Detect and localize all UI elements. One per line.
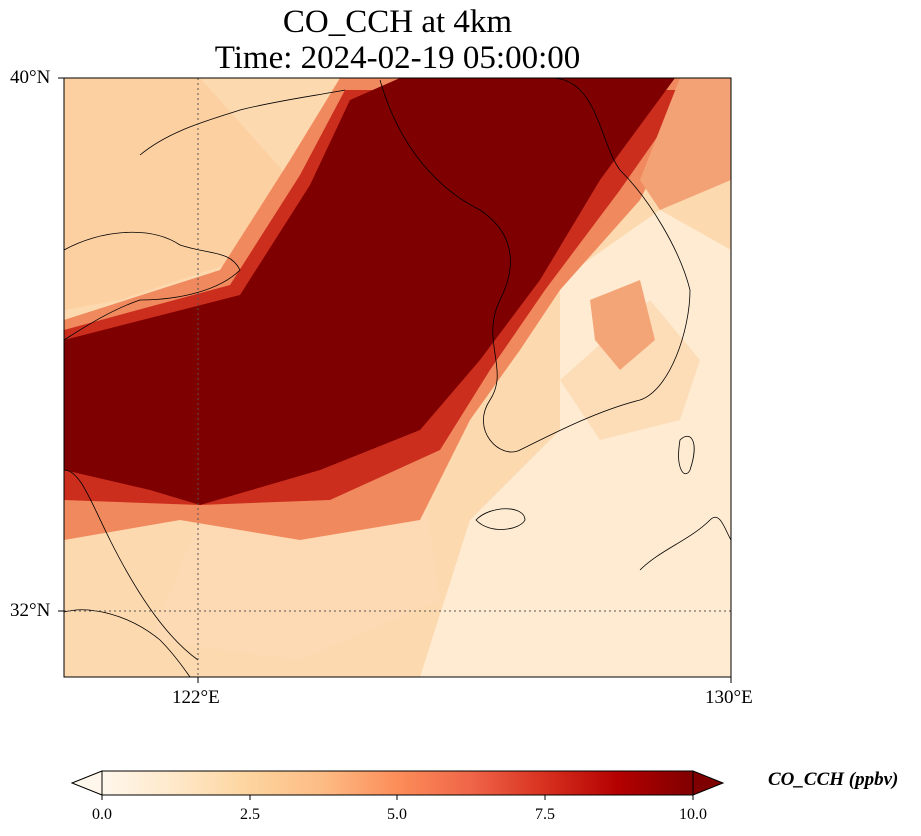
coastline-korea [379, 78, 691, 453]
map-title-line1: CO_CCH at 4km [282, 4, 513, 40]
coastline-shandong [64, 231, 241, 341]
field-region-northeast [640, 78, 731, 210]
lat-label-40n: 40°N [10, 67, 51, 88]
field-region-korea-south [560, 300, 700, 440]
colorbar-ticklabel-0: 0.0 [92, 806, 112, 823]
colorbar-extend-low [70, 770, 103, 796]
colorbar-ticklabel-7-5: 7.5 [535, 806, 555, 823]
field-hotspot-korea [590, 280, 655, 370]
coastline-kyushu [639, 517, 731, 571]
coastlines [64, 78, 731, 677]
colorbar-extend-high [692, 770, 725, 796]
coastline-jiangsu [64, 469, 199, 661]
colorbar-ticklabel-10: 10.0 [679, 806, 707, 823]
colorbar-ticklabel-2-5: 2.5 [240, 806, 260, 823]
colorbar-ticklabel-5: 5.0 [387, 806, 407, 823]
lon-label-130e: 130°E [705, 687, 753, 708]
lat-label-32n: 32°N [10, 600, 51, 621]
colorbar-label: CO_CCH (ppbv) [768, 769, 899, 790]
map-frame [63, 77, 732, 678]
map-title-line2: Time: 2024-02-19 05:00:00 [214, 40, 581, 76]
coastline-yangtze [64, 609, 191, 677]
coastline-tsushima [678, 435, 695, 475]
colorbar [101, 770, 694, 796]
lon-label-122e: 122°E [172, 687, 220, 708]
concentration-field [64, 78, 731, 677]
coastline-liaodong [139, 89, 346, 156]
coastline-jeju [475, 508, 526, 530]
field-plume-core [64, 78, 675, 505]
